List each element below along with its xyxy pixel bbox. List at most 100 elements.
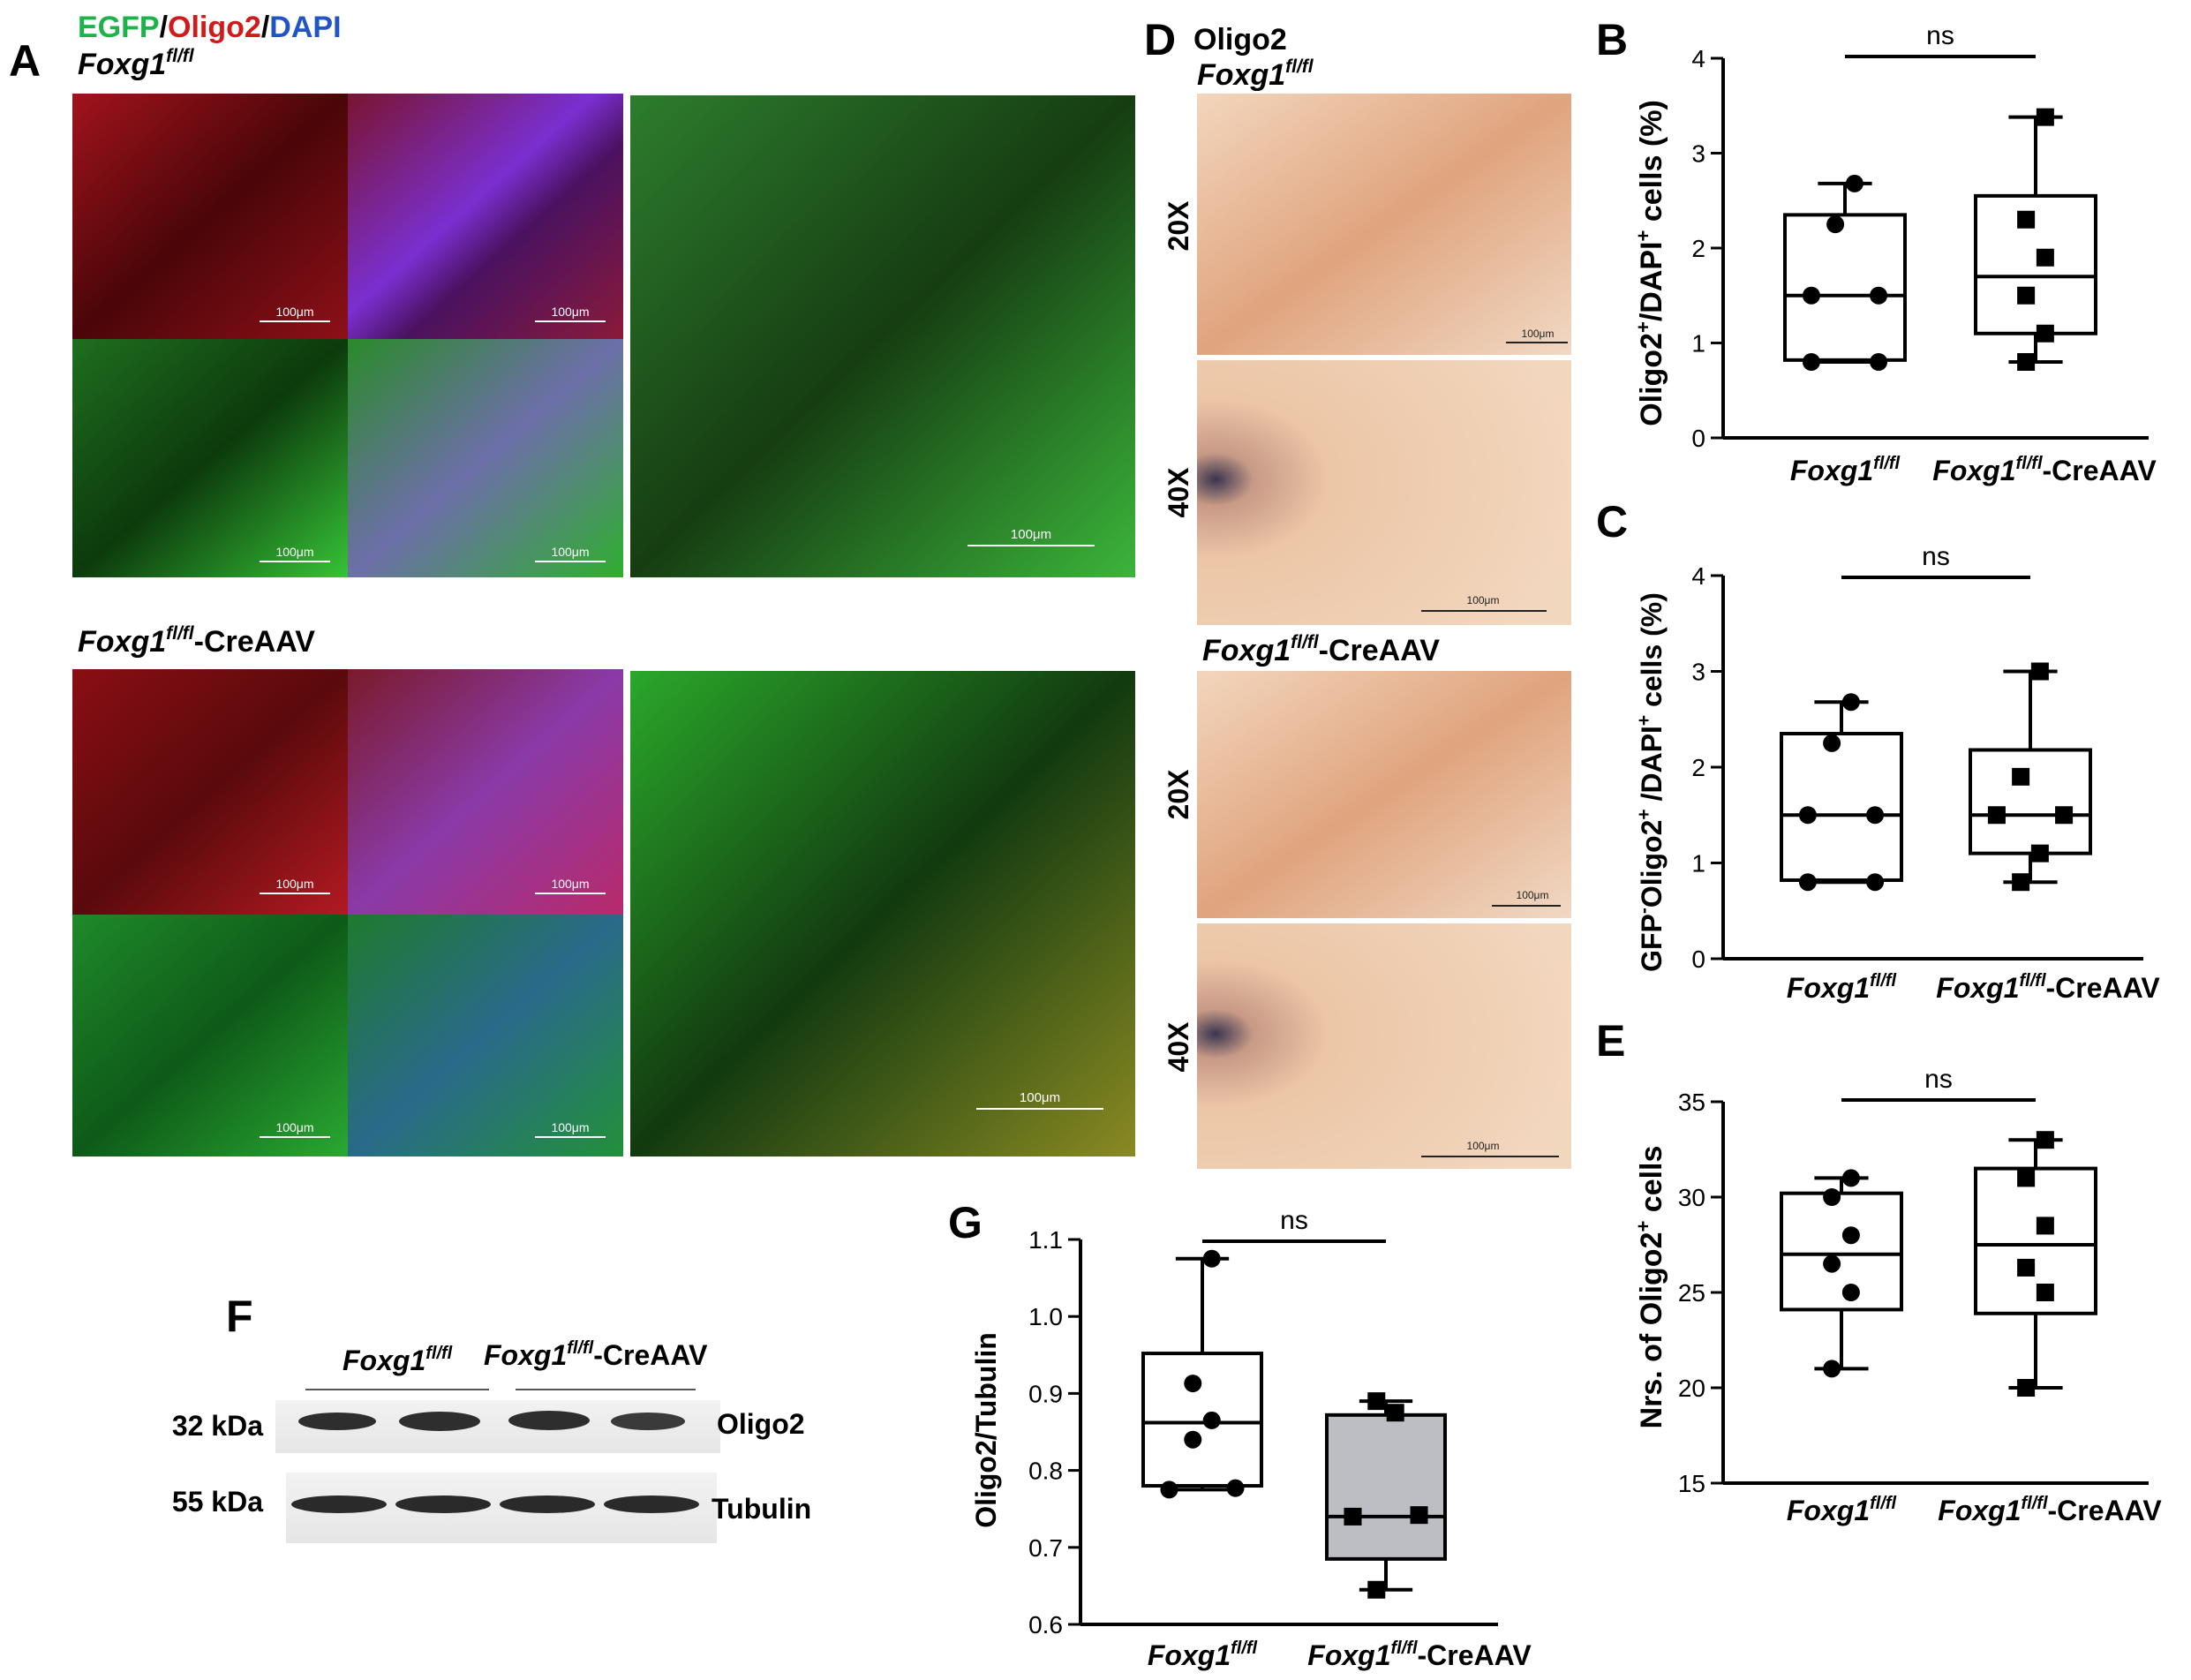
- blot-kda-label: 55 kDa: [172, 1486, 263, 1518]
- scale-bar-label: 100μm: [551, 1120, 589, 1134]
- data-point: [2017, 1379, 2036, 1397]
- scale-bar-label: 100μm: [551, 877, 589, 891]
- box-group: [1974, 108, 2097, 371]
- micro-merge-zoom: [630, 671, 1135, 1156]
- scale-bar-label: 100μm: [1517, 889, 1549, 901]
- data-point: [2017, 286, 2036, 305]
- y-tick-label: 4: [1691, 562, 1705, 590]
- x-category-label: Foxg1fl/fl-CreAAV: [1938, 1494, 2162, 1526]
- data-point: [1823, 1188, 1841, 1206]
- micro-oligo2-red: [72, 669, 348, 915]
- mag-label-40x: 40X: [1163, 467, 1194, 518]
- data-point: [1841, 693, 1860, 712]
- mag-label-20x: 20X: [1163, 769, 1194, 820]
- box: [1780, 1191, 1903, 1312]
- y-tick-label: 25: [1678, 1279, 1705, 1307]
- micro-oligo2-dapi: [348, 94, 623, 339]
- ihc-40x-image: [1197, 923, 1571, 1169]
- data-point: [1184, 1430, 1202, 1449]
- data-point: [1386, 1404, 1404, 1422]
- y-tick-label: 4: [1691, 45, 1705, 72]
- data-point: [2036, 1284, 2054, 1301]
- panel-f-letter: F: [226, 1292, 253, 1341]
- scale-bar-label: 100μm: [275, 305, 313, 319]
- blot-protein-label: Tubulin: [712, 1493, 811, 1525]
- data-point: [1866, 806, 1885, 825]
- chart-e: 15 20 25 30 35 Foxg1fl/fl Foxg1fl/fl-CreAAV ns: [1678, 1065, 2163, 1526]
- data-point: [1184, 1375, 1202, 1393]
- data-point: [1367, 1392, 1386, 1411]
- panel-d-letter: D: [1144, 15, 1176, 64]
- y-tick-label: 0.9: [1028, 1380, 1063, 1407]
- data-point: [2012, 767, 2030, 786]
- y-tick-label: 0.8: [1028, 1458, 1063, 1485]
- scale-bar-label: 100μm: [275, 545, 313, 559]
- data-point: [1410, 1506, 1428, 1525]
- scale-bar-label: 100μm: [275, 877, 313, 891]
- y-tick-label: 0: [1691, 425, 1705, 452]
- scale-bar-label: 100μm: [1467, 594, 1500, 606]
- legend-slash-2: /: [261, 11, 270, 44]
- x-category-label: Foxg1fl/fl-CreAAV: [1307, 1639, 1532, 1671]
- data-point: [1344, 1507, 1362, 1526]
- scale-bar-label: 100μm: [1011, 527, 1051, 542]
- data-point: [1841, 1169, 1860, 1187]
- box: [1325, 1413, 1447, 1561]
- data-point: [2017, 1169, 2036, 1187]
- significance-label: ns: [1922, 542, 1950, 571]
- panel-g-letter: G: [948, 1198, 983, 1247]
- panel-b-letter: B: [1596, 15, 1628, 64]
- data-point: [2017, 210, 2036, 229]
- box-group: [1780, 1169, 1903, 1378]
- scale-bar-label: 100μm: [1020, 1090, 1060, 1105]
- data-point: [1798, 806, 1817, 825]
- x-category-label: Foxg1fl/fl: [1787, 971, 1897, 1004]
- y-tick-label: 0.6: [1028, 1611, 1063, 1639]
- scale-bar-label: 100μm: [275, 1120, 313, 1134]
- data-point: [2030, 844, 2049, 863]
- blot-kda-label: 32 kDa: [172, 1410, 263, 1442]
- legend-dapi: DAPI: [269, 11, 341, 44]
- y-tick-label: 15: [1678, 1470, 1705, 1497]
- panel-a-group2-label: Foxg1fl/fl-CreAAV: [78, 623, 315, 659]
- y-tick-label: 30: [1678, 1184, 1705, 1211]
- data-point: [1802, 353, 1820, 371]
- box: [1783, 213, 1907, 362]
- panel-a-letter: A: [9, 36, 41, 86]
- scale-bar-label: 100μm: [1522, 328, 1555, 340]
- y-tick-label: 20: [1678, 1375, 1705, 1402]
- data-point: [1202, 1411, 1221, 1429]
- panel-d-stain: Oligo2: [1193, 23, 1287, 57]
- x-category-label: Foxg1fl/fl: [1787, 1494, 1897, 1526]
- data-point: [2030, 662, 2049, 681]
- data-point: [2017, 1258, 2036, 1277]
- panel-d-group1-label: Foxg1fl/fl: [1197, 57, 1314, 92]
- charts: 0 1 2 3 4 Foxg1fl/fl Foxg1fl/fl-CreAAV ns 0 1 2 3 4 F…: [1028, 21, 2162, 1671]
- x-category-label: Foxg1fl/fl-CreAAV: [1932, 454, 2157, 486]
- micro-egfp: [72, 339, 348, 577]
- chart-c: 0 1 2 3 4 Foxg1fl/fl Foxg1fl/fl-CreAAV ns: [1691, 542, 2160, 1004]
- legend-text: EGFP/Oligo2/DAPI: [78, 11, 342, 44]
- box-group: [1141, 1249, 1263, 1499]
- significance-label: ns: [1926, 21, 1954, 50]
- micro-merge: [348, 339, 623, 577]
- data-point: [1823, 1360, 1841, 1378]
- data-point: [2055, 806, 2074, 825]
- panel-a-group2-images: 100μm 100μm 100μm 100μm 100μm: [72, 669, 1135, 1156]
- chart-e-ylabel: Nrs. of Oligo2+ cells: [1632, 1146, 1668, 1429]
- significance-label: ns: [1280, 1206, 1308, 1235]
- box-group: [1783, 174, 1907, 371]
- ihc-20x-image: [1197, 94, 1571, 355]
- data-point: [1160, 1480, 1178, 1499]
- data-point: [2036, 1217, 2054, 1235]
- data-point: [2036, 324, 2054, 343]
- y-tick-label: 1: [1691, 850, 1705, 878]
- y-tick-label: 2: [1691, 235, 1705, 262]
- box: [1974, 1166, 2097, 1315]
- ihc-20x-image: [1197, 671, 1571, 918]
- micro-egfp: [72, 915, 348, 1156]
- micro-oligo2-dapi: [348, 669, 623, 915]
- data-point: [1823, 1254, 1841, 1273]
- box: [1141, 1352, 1263, 1488]
